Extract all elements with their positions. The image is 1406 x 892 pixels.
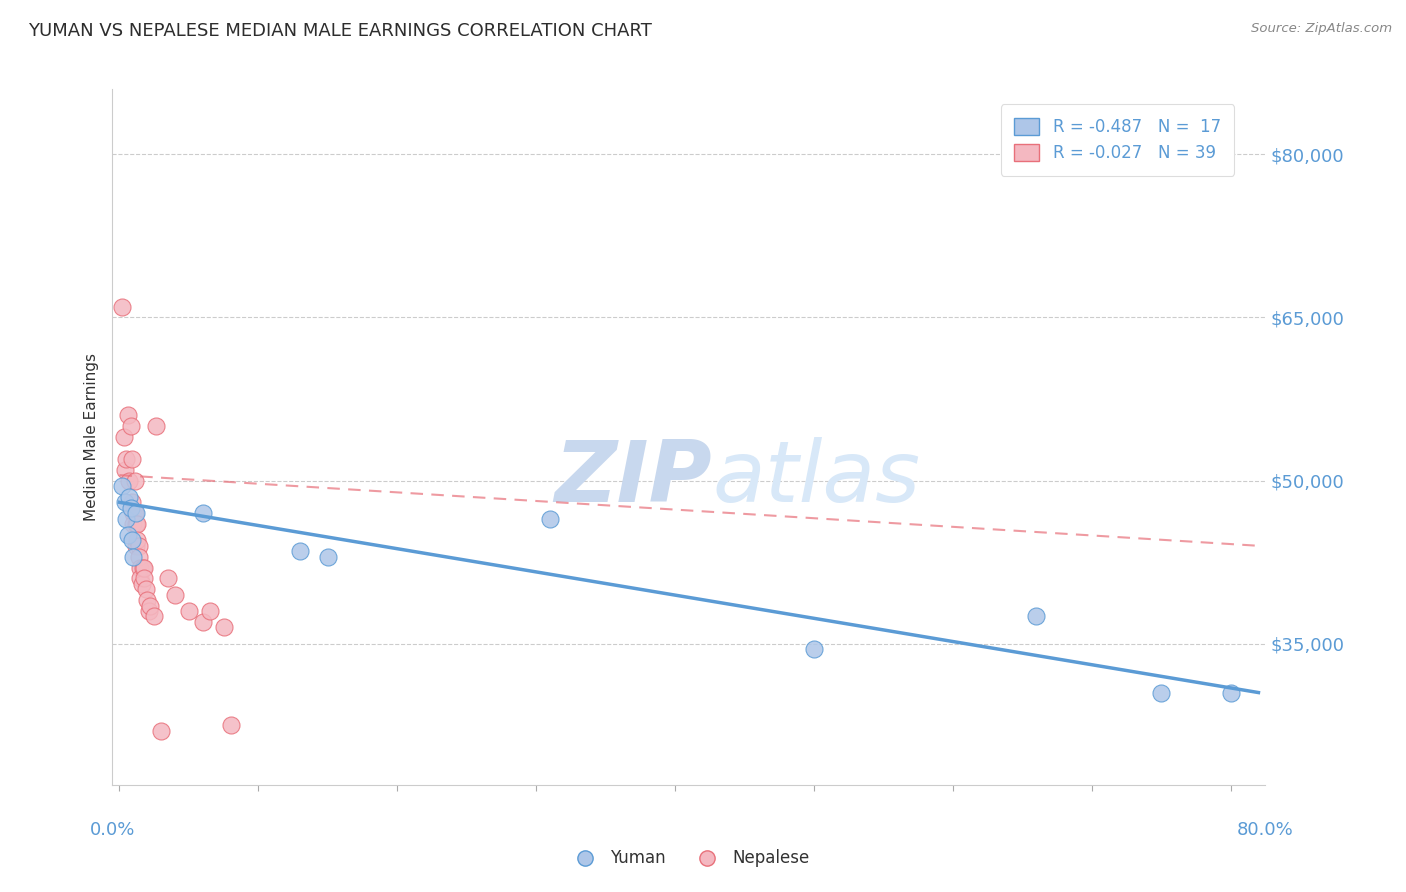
Point: [121, 533, 143, 548]
Point: [198, 604, 221, 618]
Point: [125, 506, 148, 520]
Point: [125, 516, 148, 531]
Point: [145, 419, 167, 434]
Point: [803, 642, 825, 657]
Point: [122, 516, 145, 531]
Point: [163, 588, 186, 602]
Point: [127, 533, 149, 548]
Point: [157, 571, 180, 585]
Point: [129, 571, 152, 585]
Point: [115, 511, 138, 525]
Text: 0.0%: 0.0%: [90, 821, 135, 838]
Point: [538, 511, 561, 525]
Point: [115, 451, 138, 466]
Legend: Yuman, Nepalese: Yuman, Nepalese: [561, 843, 817, 874]
Text: atlas: atlas: [711, 437, 920, 520]
Y-axis label: Median Male Earnings: Median Male Earnings: [83, 353, 98, 521]
Point: [117, 409, 139, 423]
Point: [121, 451, 143, 466]
Point: [143, 609, 166, 624]
Text: YUMAN VS NEPALESE MEDIAN MALE EARNINGS CORRELATION CHART: YUMAN VS NEPALESE MEDIAN MALE EARNINGS C…: [28, 22, 652, 40]
Point: [120, 500, 142, 515]
Point: [134, 571, 156, 585]
Point: [128, 549, 150, 564]
Point: [124, 474, 146, 488]
Point: [124, 506, 146, 520]
Point: [316, 549, 339, 564]
Point: [135, 582, 157, 597]
Point: [120, 419, 142, 434]
Point: [117, 528, 139, 542]
Point: [118, 490, 141, 504]
Point: [219, 718, 242, 732]
Point: [114, 463, 136, 477]
Point: [122, 506, 145, 520]
Point: [191, 615, 214, 629]
Point: [136, 593, 159, 607]
Point: [122, 549, 145, 564]
Point: [112, 430, 135, 444]
Point: [127, 516, 149, 531]
Point: [131, 577, 153, 591]
Point: [125, 539, 148, 553]
Point: [1025, 609, 1047, 624]
Point: [1150, 685, 1173, 699]
Point: [150, 723, 173, 738]
Point: [212, 620, 235, 634]
Point: [177, 604, 200, 618]
Point: [132, 560, 155, 574]
Point: [1219, 685, 1241, 699]
Point: [111, 479, 134, 493]
Point: [114, 495, 136, 509]
Point: [134, 560, 156, 574]
Point: [139, 599, 162, 613]
Point: [288, 544, 311, 558]
Text: ZIP: ZIP: [554, 437, 711, 520]
Text: Source: ZipAtlas.com: Source: ZipAtlas.com: [1251, 22, 1392, 36]
Point: [138, 604, 160, 618]
Point: [111, 300, 134, 314]
Point: [118, 474, 141, 488]
Point: [128, 539, 150, 553]
Point: [191, 506, 214, 520]
Point: [129, 560, 152, 574]
Point: [121, 495, 143, 509]
Text: 80.0%: 80.0%: [1237, 821, 1294, 838]
